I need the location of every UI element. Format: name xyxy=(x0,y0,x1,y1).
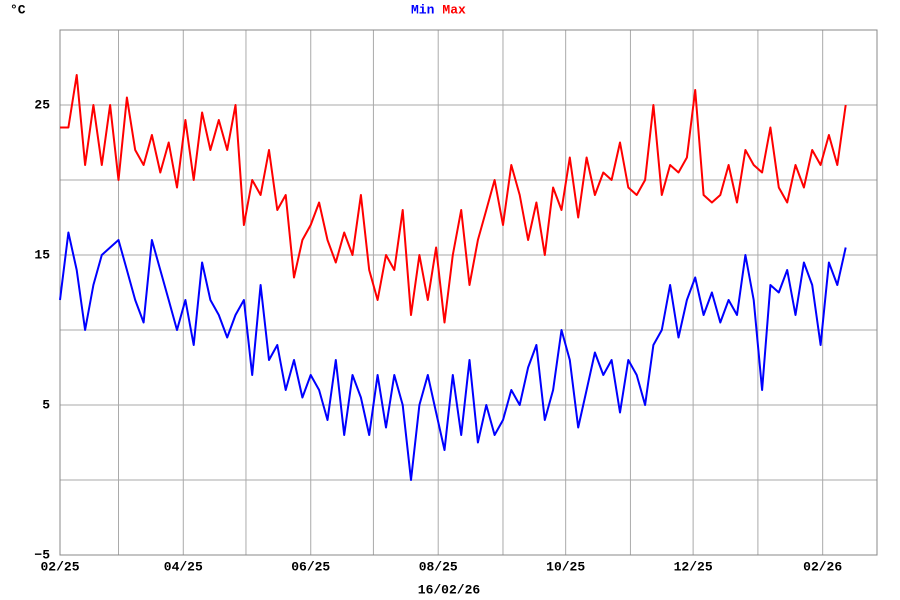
x-tick-label: 02/25 xyxy=(40,559,79,574)
x-tick-label: 02/26 xyxy=(803,559,842,574)
series-line xyxy=(59,231,847,481)
legend-entry: Min xyxy=(411,2,435,17)
series-line xyxy=(60,74,847,324)
y-tick-label: 25 xyxy=(34,97,50,112)
x-tick-label: 10/25 xyxy=(546,559,585,574)
unit-label: °C xyxy=(10,2,26,17)
x-tick-label: 06/25 xyxy=(291,559,330,574)
legend: Min Max xyxy=(411,2,466,17)
y-tick-label: 5 xyxy=(42,397,50,412)
legend-entry: Max xyxy=(442,2,466,17)
x-tick-label: 08/25 xyxy=(419,559,458,574)
y-tick-label: 15 xyxy=(34,247,50,262)
x-tick-label: 04/25 xyxy=(164,559,203,574)
x-tick-label: 12/25 xyxy=(674,559,713,574)
y-tick-label: −5 xyxy=(34,547,50,562)
date-label: 16/02/26 xyxy=(418,582,481,597)
